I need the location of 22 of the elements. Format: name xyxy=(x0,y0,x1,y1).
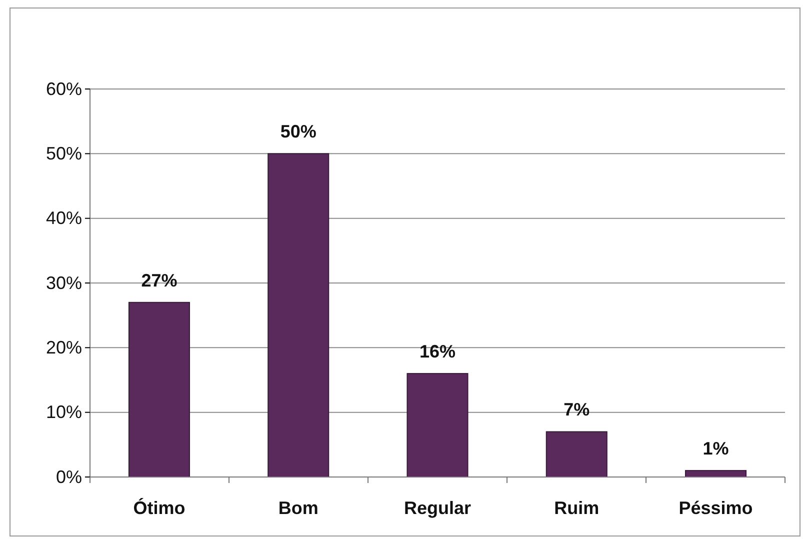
y-tick-label: 40% xyxy=(46,208,82,228)
data-label: 1% xyxy=(702,438,729,459)
bar xyxy=(268,153,330,478)
data-label: 27% xyxy=(141,270,178,290)
data-label: 16% xyxy=(419,342,456,362)
x-tick-label: Bom xyxy=(278,498,318,518)
x-tick-label: Ótimo xyxy=(133,498,186,518)
x-tick-label: Péssimo xyxy=(678,498,753,518)
data-label: 50% xyxy=(280,122,316,142)
bar xyxy=(685,470,747,478)
data-label: 7% xyxy=(564,400,590,420)
y-tick-label: 60% xyxy=(46,78,82,99)
y-tick-label: 20% xyxy=(46,337,82,358)
bar xyxy=(128,302,190,478)
x-tick-label: Ruim xyxy=(554,498,600,518)
y-tick-label: 10% xyxy=(46,402,82,422)
y-tick-label: 30% xyxy=(46,272,82,293)
y-tick-label: 0% xyxy=(56,466,82,487)
y-tick-label: 50% xyxy=(46,143,82,164)
bar xyxy=(546,431,608,478)
bar xyxy=(406,373,468,478)
x-tick-label: Regular xyxy=(404,498,472,518)
